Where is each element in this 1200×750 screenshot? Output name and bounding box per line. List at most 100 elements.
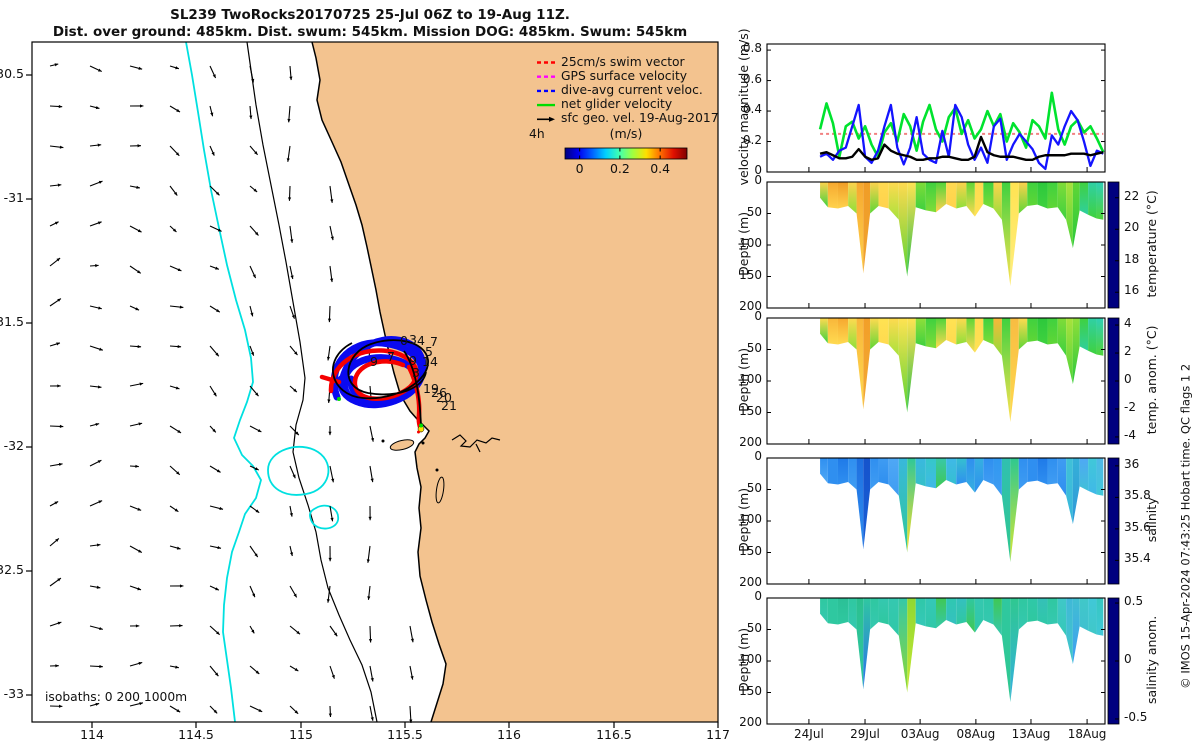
section-segment [898, 458, 908, 553]
colorbar-tick: 0 [1124, 372, 1132, 386]
section-segment [1027, 458, 1038, 482]
section-segment [966, 182, 975, 217]
section-segment [974, 458, 984, 493]
section-segment [837, 318, 849, 345]
section-segment [837, 598, 849, 625]
map-y-tick: 30.5 [0, 66, 24, 81]
isobaths-label: isobaths: 0 200 1000m [45, 690, 188, 704]
section-segment [863, 598, 871, 690]
legend-colorbar-tick: 0.4 [650, 161, 671, 176]
panel-y-tick: 200 [739, 435, 762, 449]
section-segment [907, 458, 916, 553]
section-segment [974, 182, 984, 217]
section-segment [956, 458, 967, 485]
legend-item-label: sfc geo. vel. 19-Aug-2017 [561, 111, 719, 126]
map-y-tick: 31.5 [0, 314, 24, 329]
section-segment [870, 318, 879, 350]
section-segment [983, 598, 994, 625]
section-segment [1079, 318, 1089, 351]
section-segment [956, 598, 967, 625]
section-segment [946, 182, 957, 209]
panel-y-tick: 0 [754, 589, 762, 603]
track-day-label: 0 [400, 333, 408, 348]
section-segment [1088, 458, 1097, 495]
track-day-label: 7 [387, 349, 395, 364]
date-tick: 13Aug [1011, 727, 1051, 741]
map-x-tick: 114.5 [178, 727, 214, 742]
section-segment [925, 458, 936, 489]
series-sfc-geo-vel- [819, 135, 1104, 162]
section-segment [1079, 182, 1089, 215]
section-segment [1037, 318, 1048, 345]
section-segment [888, 182, 899, 220]
ylabel-salinity-anomaly: Depth (m) [736, 627, 752, 692]
section-segment [1018, 182, 1028, 214]
track-start-marker [337, 397, 341, 401]
section-segment [1079, 458, 1089, 491]
copyright-note: © IMOS 15-Apr-2024 07:43:25 Hobart time.… [1178, 363, 1193, 689]
section-segment [863, 318, 871, 410]
colorbar-tick: 0 [1124, 652, 1132, 666]
panel-y-tick: 100 [739, 372, 762, 386]
section-segment [827, 458, 838, 485]
section-segment [856, 458, 864, 550]
section-segment [856, 182, 864, 274]
colorbar-tick: 4 [1124, 316, 1132, 331]
section-segment [888, 318, 899, 356]
section-segment [1010, 182, 1019, 286]
section-segment [1010, 318, 1019, 422]
panel-y-tick: 100 [739, 652, 762, 666]
section-segment [907, 598, 916, 693]
panel-y-tick: 50 [746, 620, 762, 635]
track-day-label: 20 [436, 390, 452, 405]
track-day-label: 19 [423, 381, 439, 396]
section-segment [946, 598, 957, 625]
map-y-tick: 32.5 [0, 562, 24, 577]
section-segment [983, 182, 994, 209]
land-polygon [312, 42, 718, 722]
islet [435, 468, 439, 472]
section-segment [1088, 182, 1097, 219]
section-segment [946, 318, 957, 345]
colorbar-tick: -4 [1124, 427, 1136, 442]
section-segment [1018, 598, 1028, 630]
track-day-label: 3 [412, 365, 420, 380]
colorbar-tick: -2 [1124, 399, 1136, 414]
colorbar-tick: 16 [1124, 283, 1140, 298]
section-segment [1047, 458, 1058, 485]
section-segment [1066, 598, 1073, 665]
section-segment [848, 182, 857, 214]
section-segment [1057, 318, 1067, 356]
section-segment [878, 318, 889, 345]
section-segment [1057, 458, 1067, 496]
section-segment [915, 318, 926, 347]
legend-colorbar-tick: 0 [575, 161, 584, 176]
section-segment [1066, 182, 1073, 249]
section-segment [1096, 182, 1104, 220]
track-day-label: 7 [430, 334, 438, 349]
section-segment [1037, 598, 1048, 625]
track-path [332, 339, 429, 400]
track-day-label: 5 [425, 344, 433, 359]
panel-y-tick: 150 [739, 267, 762, 282]
section-segment [848, 318, 857, 350]
section-segment [925, 598, 936, 629]
section-segment [820, 458, 828, 484]
section-segment [898, 182, 908, 277]
section-segment [1027, 318, 1038, 342]
legend-colorbar-tick: 0.2 [609, 161, 630, 176]
section-segment [1096, 598, 1104, 636]
section-segment [966, 598, 975, 633]
panel-y-tick: 0.8 [742, 41, 762, 56]
section-segment [966, 318, 975, 353]
section-segment [1010, 458, 1019, 562]
map-x-tick: 115 [289, 727, 313, 742]
section-segment [1096, 318, 1104, 356]
section-segment [993, 458, 1002, 496]
track-day-label: 26 [431, 385, 447, 400]
panel-box-salinity [766, 457, 1106, 585]
current-arrow-field [49, 63, 414, 723]
section-segment [888, 598, 899, 636]
section-segment [956, 182, 967, 209]
